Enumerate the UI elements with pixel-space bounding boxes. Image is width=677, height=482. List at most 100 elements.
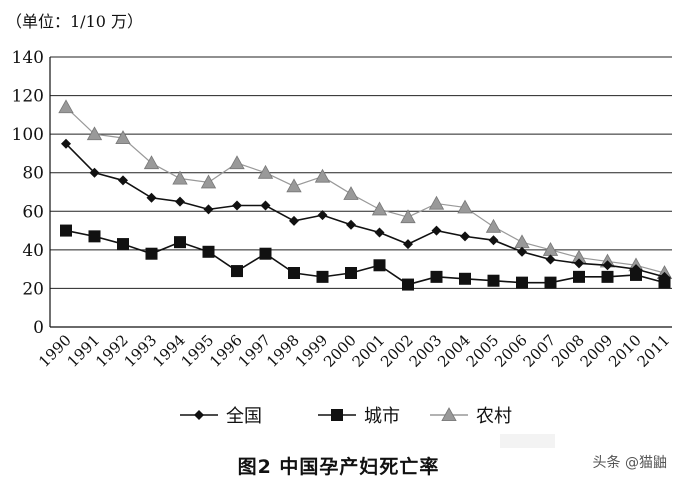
watermark-text: 头条 @猫鼬 [592, 455, 667, 471]
data-point [374, 227, 385, 238]
x-tick-label: 1992 [92, 331, 132, 371]
y-tick-label: 80 [22, 164, 44, 184]
y-tick-label: 20 [22, 279, 44, 299]
data-point [288, 267, 300, 279]
data-point [316, 270, 329, 283]
data-point [373, 259, 386, 272]
data-point [200, 174, 217, 189]
data-point [658, 276, 671, 289]
data-point [488, 235, 499, 246]
series-line-城市 [65, 229, 665, 286]
data-point [172, 170, 188, 185]
data-point [459, 272, 471, 285]
x-tick-label: 1998 [263, 331, 303, 371]
data-point [286, 178, 302, 193]
x-tick-label: 2008 [548, 331, 588, 371]
data-point [118, 175, 128, 186]
data-point [61, 138, 71, 149]
data-point [232, 200, 242, 211]
y-tick-label: 120 [12, 87, 44, 107]
data-point [485, 218, 502, 233]
data-point [343, 186, 359, 200]
data-point [516, 276, 528, 289]
data-point [260, 200, 271, 211]
data-point [314, 168, 331, 183]
data-point [89, 167, 100, 178]
chart-title: 图2 中国孕产妇死亡率 [237, 456, 440, 478]
y-tick-label: 60 [22, 202, 44, 222]
data-point [146, 192, 157, 203]
series-line-全国 [65, 143, 665, 278]
data-point [231, 265, 243, 278]
x-tick-label: 2010 [605, 331, 645, 371]
data-point [174, 236, 186, 249]
data-point [145, 247, 158, 260]
x-tick-label: 2003 [406, 331, 446, 371]
data-point [517, 246, 527, 257]
data-point [257, 164, 274, 179]
data-point [601, 270, 614, 283]
x-tick-label: 2005 [463, 331, 503, 371]
x-tick-label: 1995 [178, 331, 218, 371]
data-point [542, 242, 559, 256]
x-tick-label: 2001 [349, 331, 389, 371]
x-tick-label: 1999 [292, 331, 332, 371]
x-tick-label: 1994 [149, 331, 189, 371]
x-tick-label: 2011 [634, 331, 674, 371]
data-point [430, 270, 443, 283]
y-tick-label: 40 [22, 241, 44, 261]
data-point [457, 199, 473, 214]
legend-marker [331, 409, 343, 421]
x-tick-label: 2006 [491, 331, 531, 371]
legend-label: 城市 [364, 406, 400, 427]
data-point [317, 210, 328, 221]
data-point [60, 224, 72, 237]
x-tick-label: 2002 [377, 331, 417, 371]
data-point [402, 278, 414, 291]
legend-marker [194, 410, 204, 420]
series-line-农村 [65, 106, 665, 274]
x-tick-label: 2009 [577, 331, 617, 371]
data-point [58, 99, 74, 114]
legend-label: 农村 [476, 406, 512, 427]
data-point [428, 195, 445, 210]
x-tick-label: 1993 [121, 331, 161, 371]
data-point [460, 231, 470, 242]
data-point [346, 219, 356, 230]
data-point [403, 239, 413, 250]
legend-label: 全国 [226, 406, 262, 427]
data-point [88, 230, 101, 243]
data-point [431, 225, 442, 236]
data-point [117, 238, 129, 251]
y-tick-label: 140 [12, 48, 44, 68]
watermark-box [500, 434, 555, 448]
data-point [86, 126, 103, 141]
data-point [143, 155, 160, 170]
y-tick-label: 100 [12, 125, 44, 145]
data-point [602, 260, 613, 271]
legend-marker [441, 407, 457, 422]
x-tick-label: 1997 [235, 331, 275, 371]
data-point [545, 254, 556, 265]
data-point [175, 196, 185, 207]
data-point [371, 201, 388, 216]
data-point [400, 209, 416, 224]
data-point [115, 130, 131, 145]
y-tick-label: 0 [33, 318, 44, 338]
data-point [259, 247, 272, 260]
data-point [544, 276, 557, 289]
x-tick-label: 2007 [520, 331, 560, 371]
x-tick-label: 1991 [64, 331, 104, 371]
data-point [573, 270, 585, 283]
data-point [514, 234, 530, 249]
data-point [203, 204, 214, 215]
data-point [289, 215, 299, 226]
x-tick-label: 1996 [206, 331, 246, 371]
data-point [574, 258, 584, 269]
data-point [487, 274, 500, 287]
unit-label: （单位：1/10 万） [6, 12, 144, 31]
data-point [345, 267, 357, 279]
x-tick-label: 2004 [434, 331, 474, 371]
data-point [229, 155, 245, 170]
